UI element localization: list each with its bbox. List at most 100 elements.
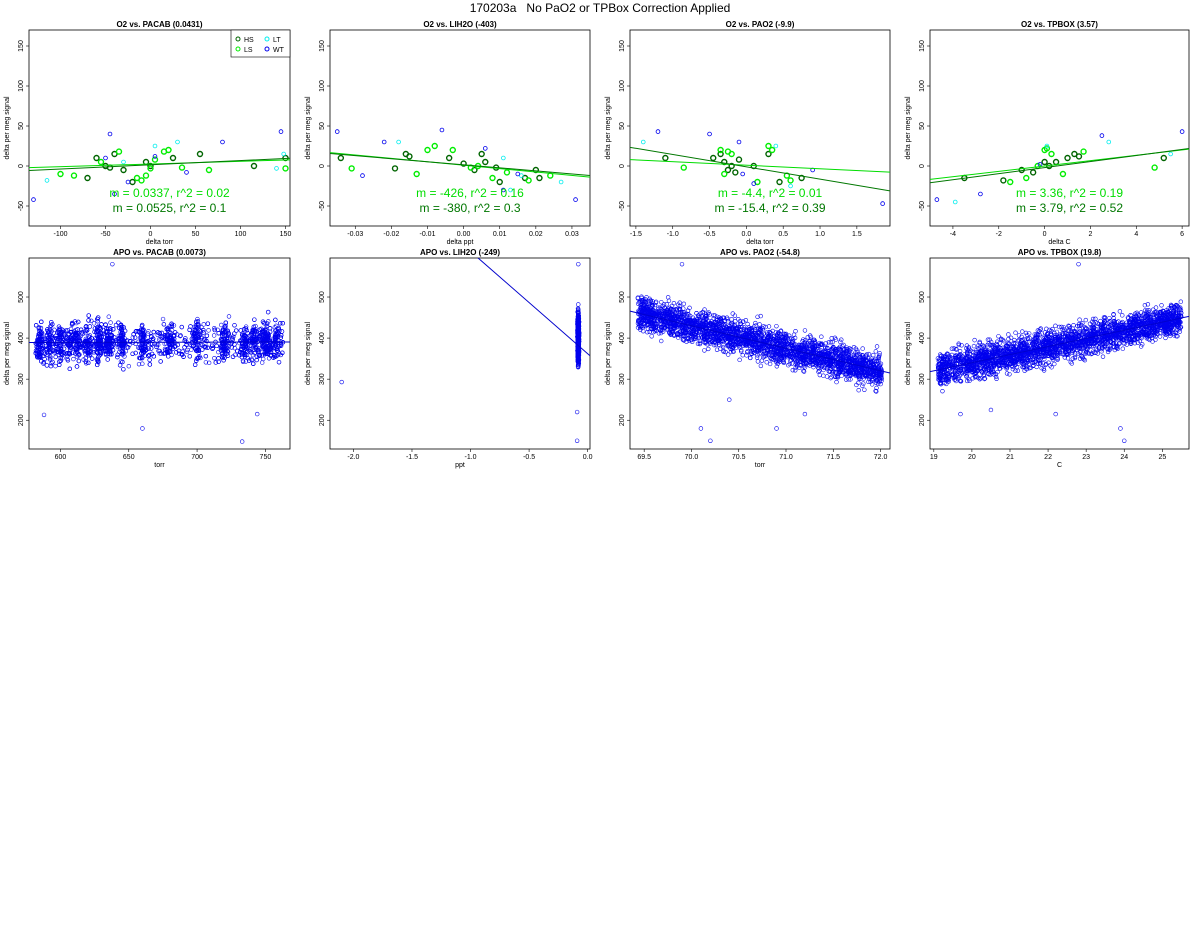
- point-apo: [74, 332, 79, 337]
- point-apo: [576, 359, 581, 365]
- point-apo: [103, 348, 108, 354]
- point-apo: [230, 354, 236, 359]
- point-hs: [710, 154, 717, 162]
- point-apo: [146, 329, 151, 334]
- x-tick-label: 0.0: [583, 454, 593, 461]
- point-apo: [575, 348, 580, 354]
- point-wt: [220, 139, 225, 145]
- point-hs: [1052, 158, 1060, 166]
- point-apo: [247, 347, 253, 352]
- point-apo: [67, 366, 72, 372]
- fit-annotation-hs: m = -380, r^2 = 0.3: [419, 201, 520, 215]
- point-apo: [76, 358, 82, 364]
- chart-title: O2 vs. PACAB (0.0431): [116, 20, 202, 29]
- point-wt: [751, 181, 757, 186]
- point-apo: [165, 346, 170, 352]
- point-hs: [250, 162, 258, 170]
- x-tick-label: -1.5: [406, 454, 418, 461]
- x-axis-label: torr: [755, 462, 766, 469]
- x-tick-label: 150: [280, 231, 292, 238]
- point-apo: [73, 345, 78, 351]
- point-apo: [131, 332, 136, 337]
- point-apo: [763, 324, 768, 330]
- point-hs: [391, 165, 399, 172]
- y-tick-label: 150: [619, 40, 626, 52]
- plot-frame: [329, 29, 591, 227]
- point-apo: [115, 354, 120, 360]
- point-apo: [226, 314, 232, 319]
- point-apo: [62, 331, 67, 336]
- point-apo: [67, 351, 72, 357]
- point-apo: [90, 356, 95, 361]
- point-apo: [251, 361, 256, 366]
- point-lt: [396, 139, 401, 145]
- x-tick-label: 0.02: [529, 231, 543, 238]
- point-apo: [96, 346, 101, 351]
- point-wt: [934, 197, 940, 202]
- point-apo: [71, 356, 76, 362]
- fit-line-blue: [477, 258, 590, 357]
- point-apo-outlier: [110, 261, 115, 267]
- y-tick-label: 50: [319, 122, 326, 130]
- point-apo: [36, 342, 42, 348]
- point-ls: [138, 177, 145, 184]
- y-tick-label: 150: [919, 40, 926, 52]
- point-wt: [360, 173, 365, 178]
- point-apo: [140, 361, 145, 366]
- point-apo: [199, 336, 204, 341]
- point-ls: [1023, 174, 1030, 182]
- panel-6: APO vs. LIH2O (-249)-2.0 -1.5 -1.0 -0.5 0.0p…: [305, 248, 593, 469]
- point-apo: [119, 352, 125, 357]
- point-apo: [231, 334, 236, 339]
- x-axis-label: ppt: [455, 462, 465, 469]
- point-apo: [58, 355, 64, 361]
- point-hs: [732, 169, 739, 176]
- point-apo-outlier: [576, 261, 581, 267]
- point-apo: [206, 328, 211, 333]
- point-apo: [273, 317, 278, 323]
- y-tick-label: -50: [919, 201, 926, 211]
- x-axis-label: delta torr: [146, 239, 174, 246]
- point-apo: [249, 357, 254, 362]
- x-tick-label: 70.0: [685, 454, 699, 461]
- point-apo: [38, 325, 44, 331]
- point-hs: [536, 174, 543, 182]
- point-apo: [178, 333, 183, 338]
- point-apo: [213, 360, 218, 365]
- point-apo: [73, 338, 78, 344]
- point-apo: [238, 349, 243, 355]
- point-apo: [721, 342, 726, 348]
- point-apo: [182, 345, 187, 350]
- point-apo: [257, 334, 262, 339]
- point-apo: [203, 360, 209, 365]
- y-axis-label: delta per meg signal: [905, 96, 912, 159]
- panel-3: O2 vs. PAO2 (-9.9)-1.5 -1.0 -0.5 0.0 0.5 1.0 1…: [605, 20, 891, 246]
- point-apo: [874, 344, 880, 349]
- point-ls: [413, 170, 420, 178]
- y-tick-label: 500: [319, 291, 326, 303]
- point-apo: [834, 379, 839, 385]
- point-apo: [232, 331, 237, 336]
- panel-1: O2 vs. PACAB (0.0431)-100 -50 0 50 100 150del…: [4, 20, 291, 246]
- point-apo: [192, 362, 198, 367]
- point-hs: [798, 174, 805, 182]
- point-apo: [74, 346, 79, 352]
- point-apo: [121, 367, 126, 372]
- point-apo: [139, 351, 144, 356]
- point-apo: [57, 334, 62, 339]
- point-apo: [35, 354, 40, 359]
- point-apo: [866, 379, 871, 384]
- point-ls: [721, 170, 728, 178]
- point-apo: [119, 337, 125, 342]
- point-apo: [194, 358, 199, 363]
- point-lt: [508, 187, 513, 193]
- point-hs: [1064, 154, 1071, 162]
- point-ls: [680, 164, 687, 171]
- y-axis-label: delta per meg signal: [605, 96, 612, 159]
- panel-7: APO vs. PAO2 (-54.8)69.5 70.0 70.5 71.0 71.5…: [605, 248, 891, 469]
- point-ls: [178, 164, 186, 171]
- x-tick-label: 2: [1088, 231, 1092, 238]
- point-apo: [42, 356, 47, 362]
- point-apo: [214, 343, 219, 349]
